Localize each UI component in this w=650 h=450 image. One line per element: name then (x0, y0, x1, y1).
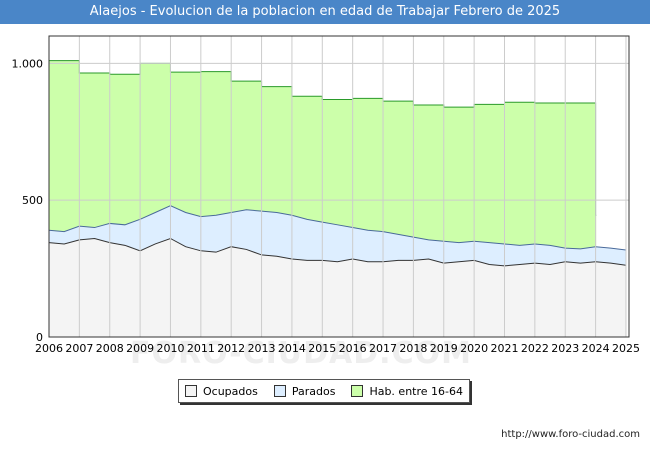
y-tick-label: 500 (22, 194, 43, 207)
x-tick-label: 2020 (460, 342, 488, 354)
series-line-ocupados (48, 237, 627, 267)
legend-label-parados: Parados (291, 384, 336, 398)
x-tick-label: 2021 (490, 342, 518, 354)
series-area-ocupados (49, 238, 626, 337)
x-tick-label: 2013 (248, 342, 276, 354)
legend-label-hab: Hab. entre 16-64 (369, 384, 463, 398)
x-tick-label: 2023 (551, 342, 579, 354)
x-tick-label: 2015 (308, 342, 336, 354)
x-tick-label: 2012 (217, 342, 245, 354)
footer-url[interactable]: http://www.foro-ciudad.com (501, 429, 640, 440)
x-tick-label: 2014 (278, 342, 306, 354)
legend-swatch-hab (351, 385, 364, 397)
x-tick-label: 2024 (582, 342, 610, 354)
legend-label-ocupados: Ocupados (202, 384, 258, 398)
legend-item-parados: Parados (273, 384, 336, 398)
x-tick-label: 2011 (187, 342, 215, 354)
series-line-parados (48, 205, 627, 251)
x-tick-label: 2008 (96, 342, 124, 354)
x-tick-label: 2006 (35, 342, 63, 354)
legend-item-ocupados: Ocupados (184, 384, 258, 398)
x-tick-label: 2007 (65, 342, 93, 354)
x-tick-label: 2009 (126, 342, 154, 354)
x-tick-label: 2022 (521, 342, 549, 354)
x-tick-label: 2018 (399, 342, 427, 354)
plot-frame (48, 35, 630, 338)
y-tick-label: 0 (36, 331, 43, 344)
watermark: FORO-CIUDAD.COM (130, 336, 472, 371)
x-tick-label: 2010 (156, 342, 184, 354)
legend: Ocupados Parados Hab. entre 16-64 (178, 379, 470, 403)
legend-swatch-ocupados (184, 385, 197, 397)
x-tick-label: 2025 (612, 342, 640, 354)
legend-item-hab: Hab. entre 16-64 (351, 385, 463, 398)
x-tick-label: 2017 (369, 342, 397, 354)
y-tick-label: 1.000 (12, 57, 44, 70)
x-tick-label: 2016 (339, 342, 367, 354)
chart-title: Alaejos - Evolucion de la poblacion en e… (0, 0, 650, 24)
x-tick-label: 2019 (430, 342, 458, 354)
chart-area: 2006 2007 2008 2009 2010 2011 2012 2013 2014 2015… (12, 35, 640, 354)
legend-swatch-parados (273, 385, 286, 397)
